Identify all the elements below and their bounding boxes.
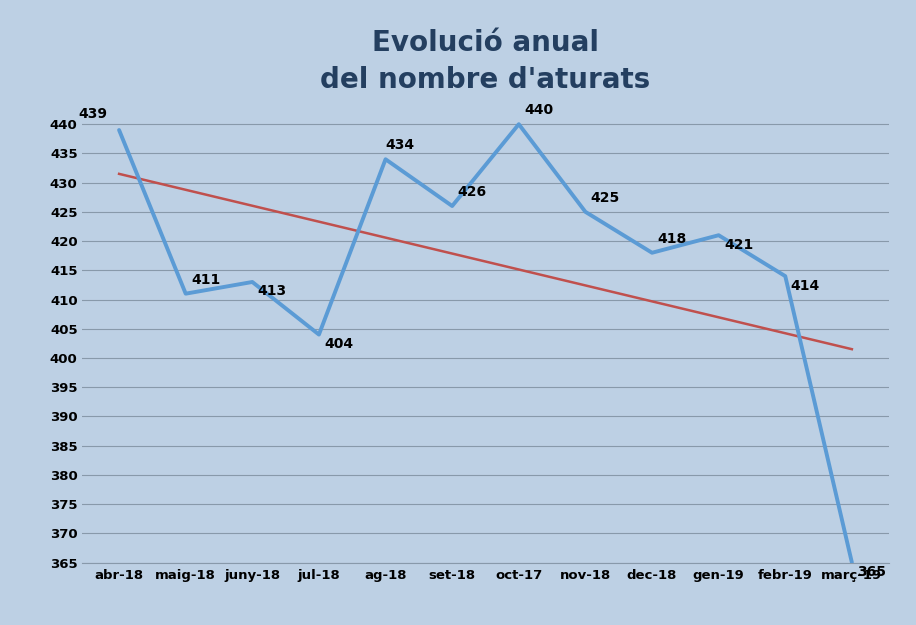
Text: 439: 439 — [78, 107, 107, 121]
Text: 434: 434 — [386, 138, 415, 152]
Text: 418: 418 — [658, 232, 687, 246]
Text: 426: 426 — [457, 185, 486, 199]
Text: 411: 411 — [191, 272, 220, 287]
Text: 440: 440 — [524, 103, 553, 117]
Text: 414: 414 — [791, 279, 820, 292]
Text: 404: 404 — [324, 337, 354, 351]
Text: 413: 413 — [257, 284, 287, 298]
Text: 365: 365 — [857, 565, 886, 579]
Text: 425: 425 — [591, 191, 620, 205]
Text: 421: 421 — [724, 238, 753, 252]
Title: Evolució anual
del nombre d'aturats: Evolució anual del nombre d'aturats — [321, 29, 650, 94]
